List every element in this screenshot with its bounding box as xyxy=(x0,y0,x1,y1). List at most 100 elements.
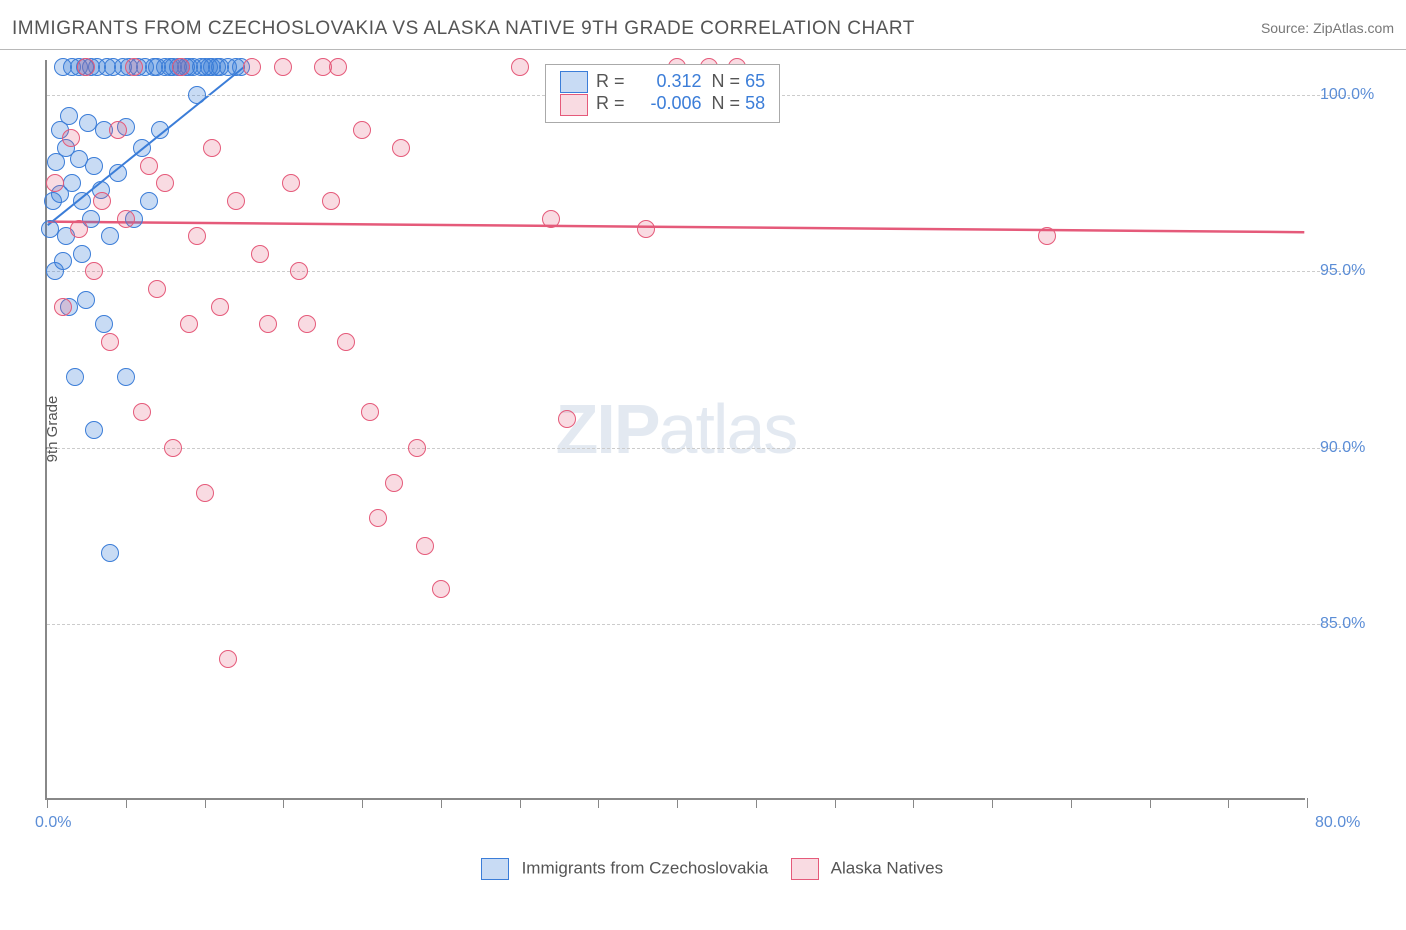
gridline xyxy=(47,624,1355,625)
x-axis-start-label: 0.0% xyxy=(35,814,71,930)
data-point xyxy=(511,58,529,76)
plot-area: 9th Grade ZIPatlas 85.0%90.0%95.0%100.0% xyxy=(45,60,1305,800)
data-point xyxy=(73,245,91,263)
data-point xyxy=(361,403,379,421)
data-point xyxy=(211,298,229,316)
legend-r-label: R = xyxy=(596,71,625,91)
watermark-bold: ZIP xyxy=(556,390,659,468)
trend-lines-layer xyxy=(47,60,1305,798)
data-point xyxy=(188,86,206,104)
data-point xyxy=(196,484,214,502)
y-tick-label: 95.0% xyxy=(1320,262,1400,280)
data-point xyxy=(85,157,103,175)
legend-swatch xyxy=(560,71,588,93)
source-label: Source: xyxy=(1261,20,1309,36)
data-point xyxy=(329,58,347,76)
data-point xyxy=(63,174,81,192)
x-tick xyxy=(598,798,599,808)
data-point xyxy=(117,368,135,386)
data-point xyxy=(77,291,95,309)
gridline xyxy=(47,448,1355,449)
x-tick xyxy=(1228,798,1229,808)
header: IMMIGRANTS FROM CZECHOSLOVAKIA VS ALASKA… xyxy=(0,0,1406,50)
data-point xyxy=(54,252,72,270)
legend-n-label: N = xyxy=(712,93,741,113)
x-tick xyxy=(441,798,442,808)
legend-r-value: -0.006 xyxy=(630,93,702,114)
data-point xyxy=(251,245,269,263)
data-point xyxy=(172,58,190,76)
data-point xyxy=(290,262,308,280)
legend-n-label: N = xyxy=(712,71,741,91)
data-point xyxy=(93,192,111,210)
data-point xyxy=(227,192,245,210)
data-point xyxy=(62,129,80,147)
data-point xyxy=(1038,227,1056,245)
data-point xyxy=(164,439,182,457)
x-axis-end-label: 80.0% xyxy=(1315,814,1406,930)
series-legend: Immigrants from Czechoslovakia Alaska Na… xyxy=(0,858,1406,880)
legend-swatch xyxy=(791,858,819,880)
data-point xyxy=(416,537,434,555)
watermark: ZIPatlas xyxy=(556,389,797,469)
data-point xyxy=(259,315,277,333)
data-point xyxy=(46,174,64,192)
data-point xyxy=(85,262,103,280)
data-point xyxy=(558,410,576,428)
data-point xyxy=(203,139,221,157)
x-tick xyxy=(362,798,363,808)
data-point xyxy=(109,164,127,182)
data-point xyxy=(432,580,450,598)
data-point xyxy=(385,474,403,492)
y-tick-label: 90.0% xyxy=(1320,439,1400,457)
x-tick xyxy=(283,798,284,808)
data-point xyxy=(140,157,158,175)
data-point xyxy=(156,174,174,192)
data-point xyxy=(66,368,84,386)
source: Source: ZipAtlas.com xyxy=(1261,18,1394,36)
legend-row: R = -0.006 N = 58 xyxy=(560,93,765,115)
data-point xyxy=(243,58,261,76)
data-point xyxy=(542,210,560,228)
source-value: ZipAtlas.com xyxy=(1313,20,1394,36)
x-tick xyxy=(756,798,757,808)
x-tick xyxy=(913,798,914,808)
data-point xyxy=(73,192,91,210)
data-point xyxy=(101,333,119,351)
data-point xyxy=(54,298,72,316)
chart-title: IMMIGRANTS FROM CZECHOSLOVAKIA VS ALASKA… xyxy=(12,18,915,40)
y-tick-label: 100.0% xyxy=(1320,86,1400,104)
data-point xyxy=(180,315,198,333)
data-point xyxy=(70,220,88,238)
data-point xyxy=(408,439,426,457)
x-tick xyxy=(1150,798,1151,808)
y-tick-label: 85.0% xyxy=(1320,615,1400,633)
data-point xyxy=(148,280,166,298)
watermark-light: atlas xyxy=(659,390,797,468)
trend-line xyxy=(48,222,1305,233)
legend-row: R = 0.312 N = 65 xyxy=(560,71,765,93)
x-tick xyxy=(205,798,206,808)
data-point xyxy=(337,333,355,351)
data-point xyxy=(282,174,300,192)
x-tick xyxy=(126,798,127,808)
legend-n-value: 65 xyxy=(745,71,765,91)
legend-n-value: 58 xyxy=(745,93,765,113)
data-point xyxy=(60,107,78,125)
data-point xyxy=(219,650,237,668)
data-point xyxy=(274,58,292,76)
correlation-legend: R = 0.312 N = 65R = -0.006 N = 58 xyxy=(545,64,780,123)
data-point xyxy=(101,544,119,562)
data-point xyxy=(151,121,169,139)
x-tick xyxy=(1071,798,1072,808)
data-point xyxy=(353,121,371,139)
gridline xyxy=(47,271,1355,272)
legend-swatch xyxy=(560,94,588,116)
data-point xyxy=(298,315,316,333)
x-tick xyxy=(835,798,836,808)
x-tick xyxy=(1307,798,1308,808)
y-axis-label: 9th Grade xyxy=(44,396,61,463)
data-point xyxy=(125,58,143,76)
data-point xyxy=(140,192,158,210)
data-point xyxy=(109,121,127,139)
